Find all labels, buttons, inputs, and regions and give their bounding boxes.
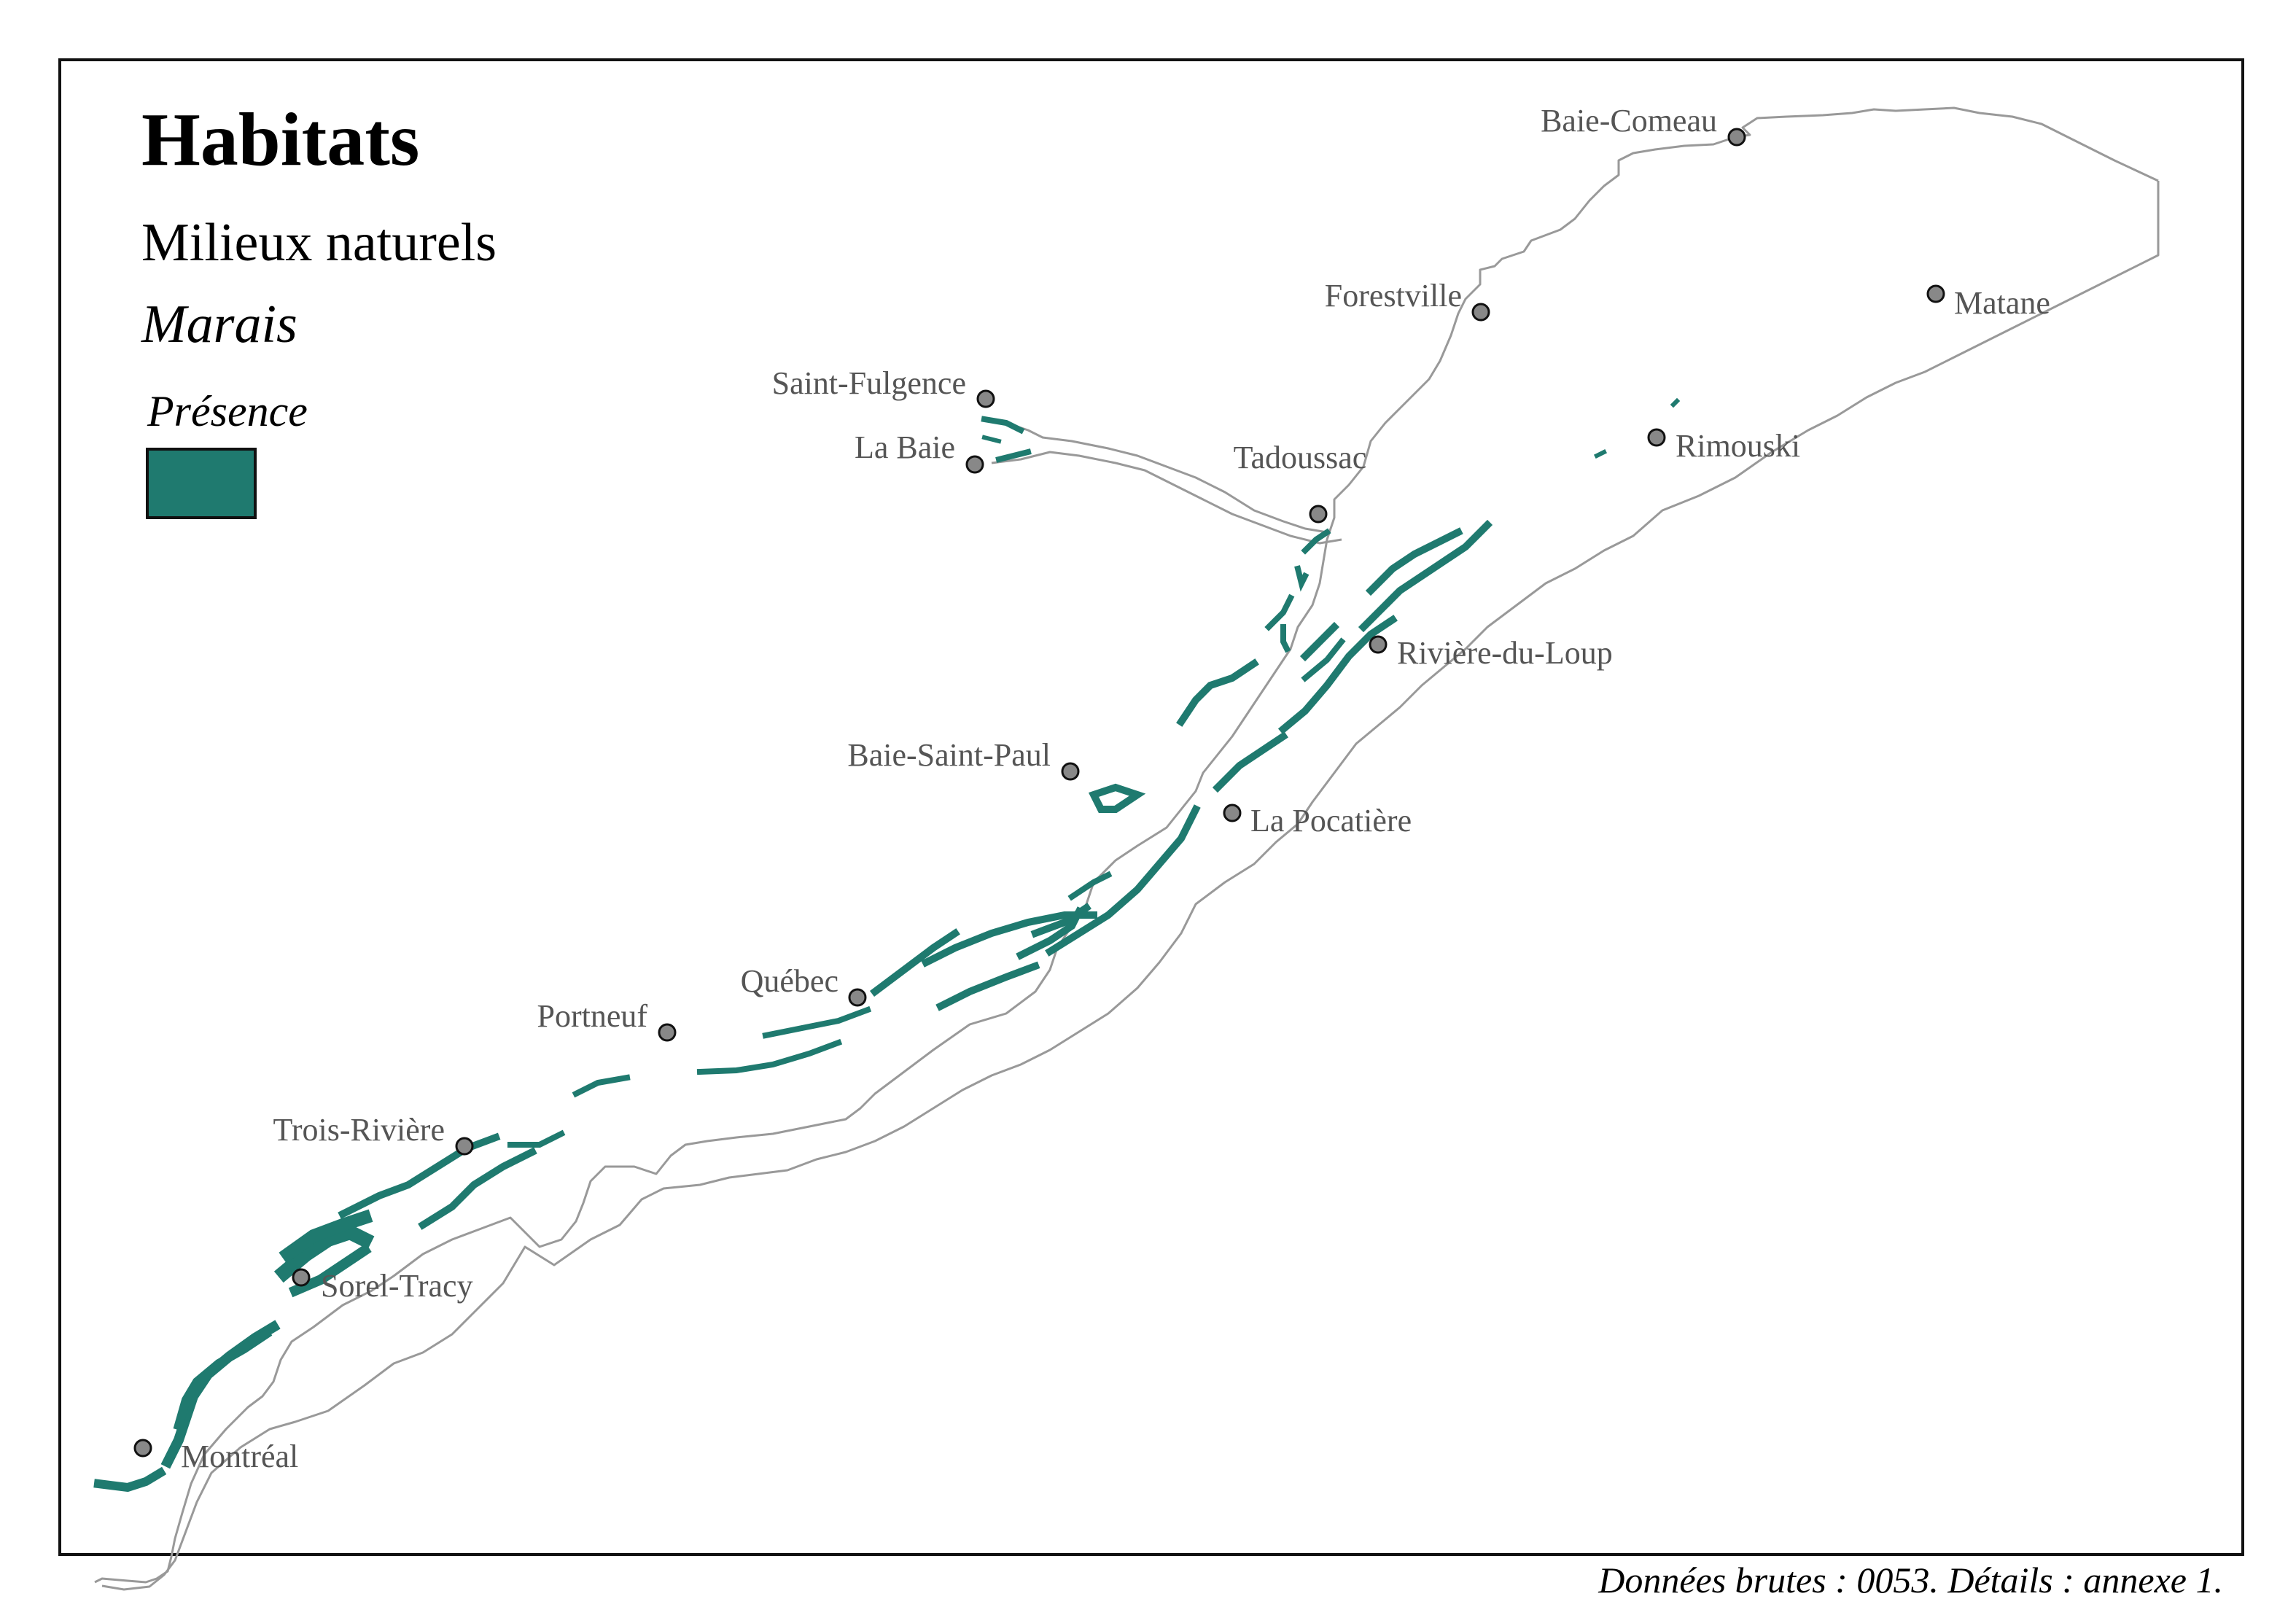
city-marker[interactable] — [292, 1268, 311, 1287]
city-marker[interactable] — [133, 1439, 152, 1458]
marsh-kamouraska-islands — [1301, 637, 1346, 682]
marsh-sorel-islands-2 — [279, 1209, 373, 1264]
marsh-isle-aux-grues-2 — [1067, 871, 1113, 901]
city-label: La Baie — [855, 429, 955, 465]
marsh-north-shore-charlevoix — [1176, 658, 1259, 727]
map-frame — [58, 58, 2244, 1556]
city-baie-comeau[interactable]: Baie-Comeau — [1541, 103, 1746, 147]
city-label: Rivière-du-Loup — [1397, 635, 1613, 671]
marsh-ile-orleans-2 — [935, 961, 1040, 1011]
saguenay-north-line — [984, 418, 1328, 534]
legend-title: Habitats — [141, 98, 420, 182]
marsh-lsp-south-shore — [418, 1147, 537, 1230]
marsh-montreal — [93, 1466, 167, 1493]
city-marker[interactable] — [658, 1023, 677, 1042]
city-layer: Baie-Comeau Forestville Matane Saint-Ful… — [133, 103, 2050, 1474]
city-saint-fulgence[interactable]: Saint-Fulgence — [772, 365, 995, 408]
marsh-sorel-islands-3 — [288, 1243, 372, 1298]
city-label: Tadoussac — [1234, 440, 1367, 475]
marsh-tadoussac — [1301, 528, 1331, 555]
city-marker[interactable] — [1309, 505, 1328, 524]
marsh-isle-aux-grues-1 — [1030, 903, 1091, 938]
marsh-north-shore-charlevoix-2 — [1280, 624, 1291, 653]
south-shore-line — [101, 181, 2160, 1591]
legend-presence-label: Présence — [147, 387, 308, 435]
city-quebec[interactable]: Québec — [741, 963, 867, 1007]
city-portneuf[interactable]: Portneuf — [537, 998, 677, 1042]
city-marker[interactable] — [1061, 762, 1080, 781]
city-la-baie[interactable]: La Baie — [855, 429, 984, 474]
marsh-sorel-islands-1 — [273, 1224, 375, 1283]
city-rimouski[interactable]: Rimouski — [1647, 428, 1800, 464]
marsh-south-montmagny — [1045, 804, 1201, 957]
marsh-riviere-du-loup — [1358, 519, 1493, 633]
marsh-baie-saint-paul — [1088, 783, 1146, 813]
marsh-quebec-north — [870, 928, 960, 997]
city-marker[interactable] — [1369, 635, 1388, 654]
marsh-saguenay-3 — [981, 435, 1002, 444]
city-baie-saint-paul[interactable]: Baie-Saint-Paul — [847, 737, 1080, 781]
marsh-ile-aux-lievres — [1299, 621, 1340, 662]
city-label: Baie-Saint-Paul — [847, 737, 1051, 773]
city-label: Trois-Rivière — [273, 1112, 445, 1148]
saguenay-south-line — [991, 451, 1342, 545]
city-marker[interactable] — [1223, 803, 1242, 822]
marsh-saguenay-2 — [995, 448, 1032, 463]
coastline-layer — [94, 106, 2160, 1591]
marsh-batiscan — [572, 1074, 631, 1098]
city-sorel-tracy[interactable]: Sorel-Tracy — [292, 1268, 473, 1304]
marsh-riviere-ouelle — [1264, 594, 1295, 631]
north-shore-line — [94, 106, 2159, 1584]
source-caption: Données brutes : 0053. Détails : annexe … — [1598, 1560, 2223, 1600]
marsh-north-shore-tadoussac — [1294, 565, 1310, 592]
marsh-trois-rivieres — [507, 1129, 566, 1148]
city-marker[interactable] — [976, 389, 995, 408]
city-riviere-du-loup[interactable]: Rivière-du-Loup — [1369, 635, 1613, 671]
city-marker[interactable] — [1647, 428, 1666, 447]
marsh-portneuf-south — [696, 1038, 843, 1075]
city-forestville[interactable]: Forestville — [1325, 278, 1490, 322]
city-marker[interactable] — [455, 1137, 474, 1156]
legend-presence-swatch — [146, 448, 257, 519]
city-marker[interactable] — [1471, 303, 1490, 322]
marsh-layer — [93, 397, 1681, 1493]
marsh-kamouraska — [1277, 615, 1398, 735]
city-tadoussac[interactable]: Tadoussac — [1234, 440, 1367, 524]
marsh-portneuf-north — [762, 1005, 872, 1039]
city-matane[interactable]: Matane — [1926, 284, 2050, 321]
city-label: Rimouski — [1676, 428, 1800, 464]
city-label: Matane — [1954, 285, 2050, 321]
city-label: Portneuf — [537, 998, 647, 1034]
city-label: Québec — [741, 963, 838, 999]
city-marker[interactable] — [1727, 128, 1746, 147]
city-label: Saint-Fulgence — [772, 365, 966, 401]
marsh-rimouski-1 — [1593, 448, 1608, 459]
city-trois-riviere[interactable]: Trois-Rivière — [273, 1112, 474, 1156]
marsh-rimouski-2 — [1670, 397, 1681, 408]
legend-habitat: Marais — [141, 295, 297, 354]
city-montreal[interactable]: Montréal — [133, 1439, 298, 1474]
city-la-pocatiere[interactable]: La Pocatière — [1223, 803, 1412, 838]
marsh-lac-saint-pierre-north — [173, 1328, 273, 1431]
city-marker[interactable] — [848, 988, 867, 1007]
city-label: Forestville — [1325, 278, 1462, 314]
legend-category: Milieux naturels — [141, 213, 497, 273]
marsh-isle-verte — [1365, 527, 1463, 596]
marsh-saguenay-1 — [981, 416, 1025, 435]
city-label: Montréal — [181, 1439, 298, 1474]
city-marker[interactable] — [965, 455, 984, 474]
city-marker[interactable] — [1926, 284, 1945, 303]
marsh-la-pocatiere — [1212, 731, 1288, 793]
city-label: Sorel-Tracy — [321, 1268, 473, 1304]
city-label: Baie-Comeau — [1541, 103, 1717, 139]
city-label: La Pocatière — [1250, 803, 1412, 838]
